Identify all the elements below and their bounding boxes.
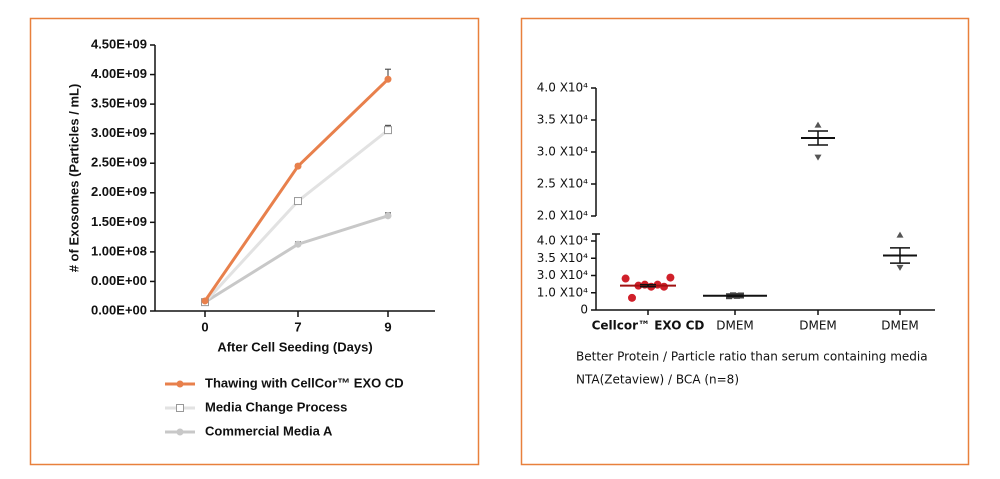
x-tick-label: DMEM	[881, 319, 919, 333]
point	[621, 274, 630, 283]
point	[814, 121, 822, 128]
series-line	[203, 128, 389, 304]
y-tick-label: 4.0 X10⁴	[537, 234, 588, 248]
legend-marker	[176, 380, 184, 388]
x-tick-label: 0	[201, 319, 208, 334]
y-tick-label: 1.00E+08	[91, 243, 147, 258]
y-tick-label: 1.50E+09	[91, 214, 147, 229]
y-tick-label: 3.5 X10⁴	[537, 113, 588, 127]
y-tick-label: 0	[580, 303, 588, 317]
y-tick-label: 4.00E+09	[91, 66, 147, 81]
caption: Better Protein / Particle ratio than ser…	[576, 350, 928, 364]
x-tick-label: 7	[294, 319, 301, 334]
left-panel	[29, 17, 480, 466]
y-tick-label: 2.50E+09	[91, 155, 147, 170]
y-tick-label: 3.5 X10⁴	[537, 251, 588, 265]
point	[384, 126, 392, 135]
x-tick-label: DMEM	[716, 319, 754, 333]
x-tick-label: Cellcor™ EXO CD	[592, 319, 705, 333]
y-tick-label: 3.50E+09	[91, 96, 147, 111]
point	[628, 293, 636, 302]
y-tick-label: 4.0 X10⁴	[537, 81, 588, 95]
y-tick-label: 3.0 X10⁴	[537, 145, 588, 159]
y-tick-label: 0.00E+00	[91, 273, 147, 288]
point	[896, 264, 904, 271]
y-tick-label: 3.0 X10⁴	[537, 268, 588, 282]
right-panel	[520, 17, 970, 466]
x-tick-label: DMEM	[799, 319, 837, 333]
x-tick-label: 9	[384, 319, 391, 334]
point	[896, 231, 904, 238]
point	[294, 240, 302, 248]
point	[666, 273, 675, 282]
legend-marker	[176, 404, 184, 412]
y-tick-label: 1.0 X10⁴	[537, 285, 588, 299]
point	[660, 282, 668, 291]
point	[814, 154, 822, 161]
y-tick-label: 2.5 X10⁴	[537, 177, 588, 191]
legend-marker	[176, 428, 184, 436]
point	[384, 212, 392, 220]
point	[294, 197, 302, 206]
legend-label: Media Change Process	[205, 399, 347, 414]
point	[384, 75, 392, 83]
x-axis-title: After Cell Seeding (Days)	[217, 339, 372, 354]
series-line	[203, 78, 390, 302]
legend-label: Thawing with CellCor™ EXO CD	[205, 375, 404, 390]
caption: NTA(Zetaview) / BCA (n=8)	[576, 373, 739, 387]
y-tick-label: 2.0 X10⁴	[537, 209, 588, 223]
point	[294, 162, 302, 170]
y-tick-label: 0.00E+00	[91, 302, 147, 317]
y-axis-title: # of Exosomes (Particles / mL)	[66, 84, 81, 273]
point	[201, 297, 209, 305]
y-tick-label: 3.00E+09	[91, 125, 147, 140]
y-tick-label: 4.50E+09	[91, 36, 147, 51]
y-tick-label: 2.00E+09	[91, 184, 147, 199]
legend-label: Commercial Media A	[205, 423, 333, 438]
